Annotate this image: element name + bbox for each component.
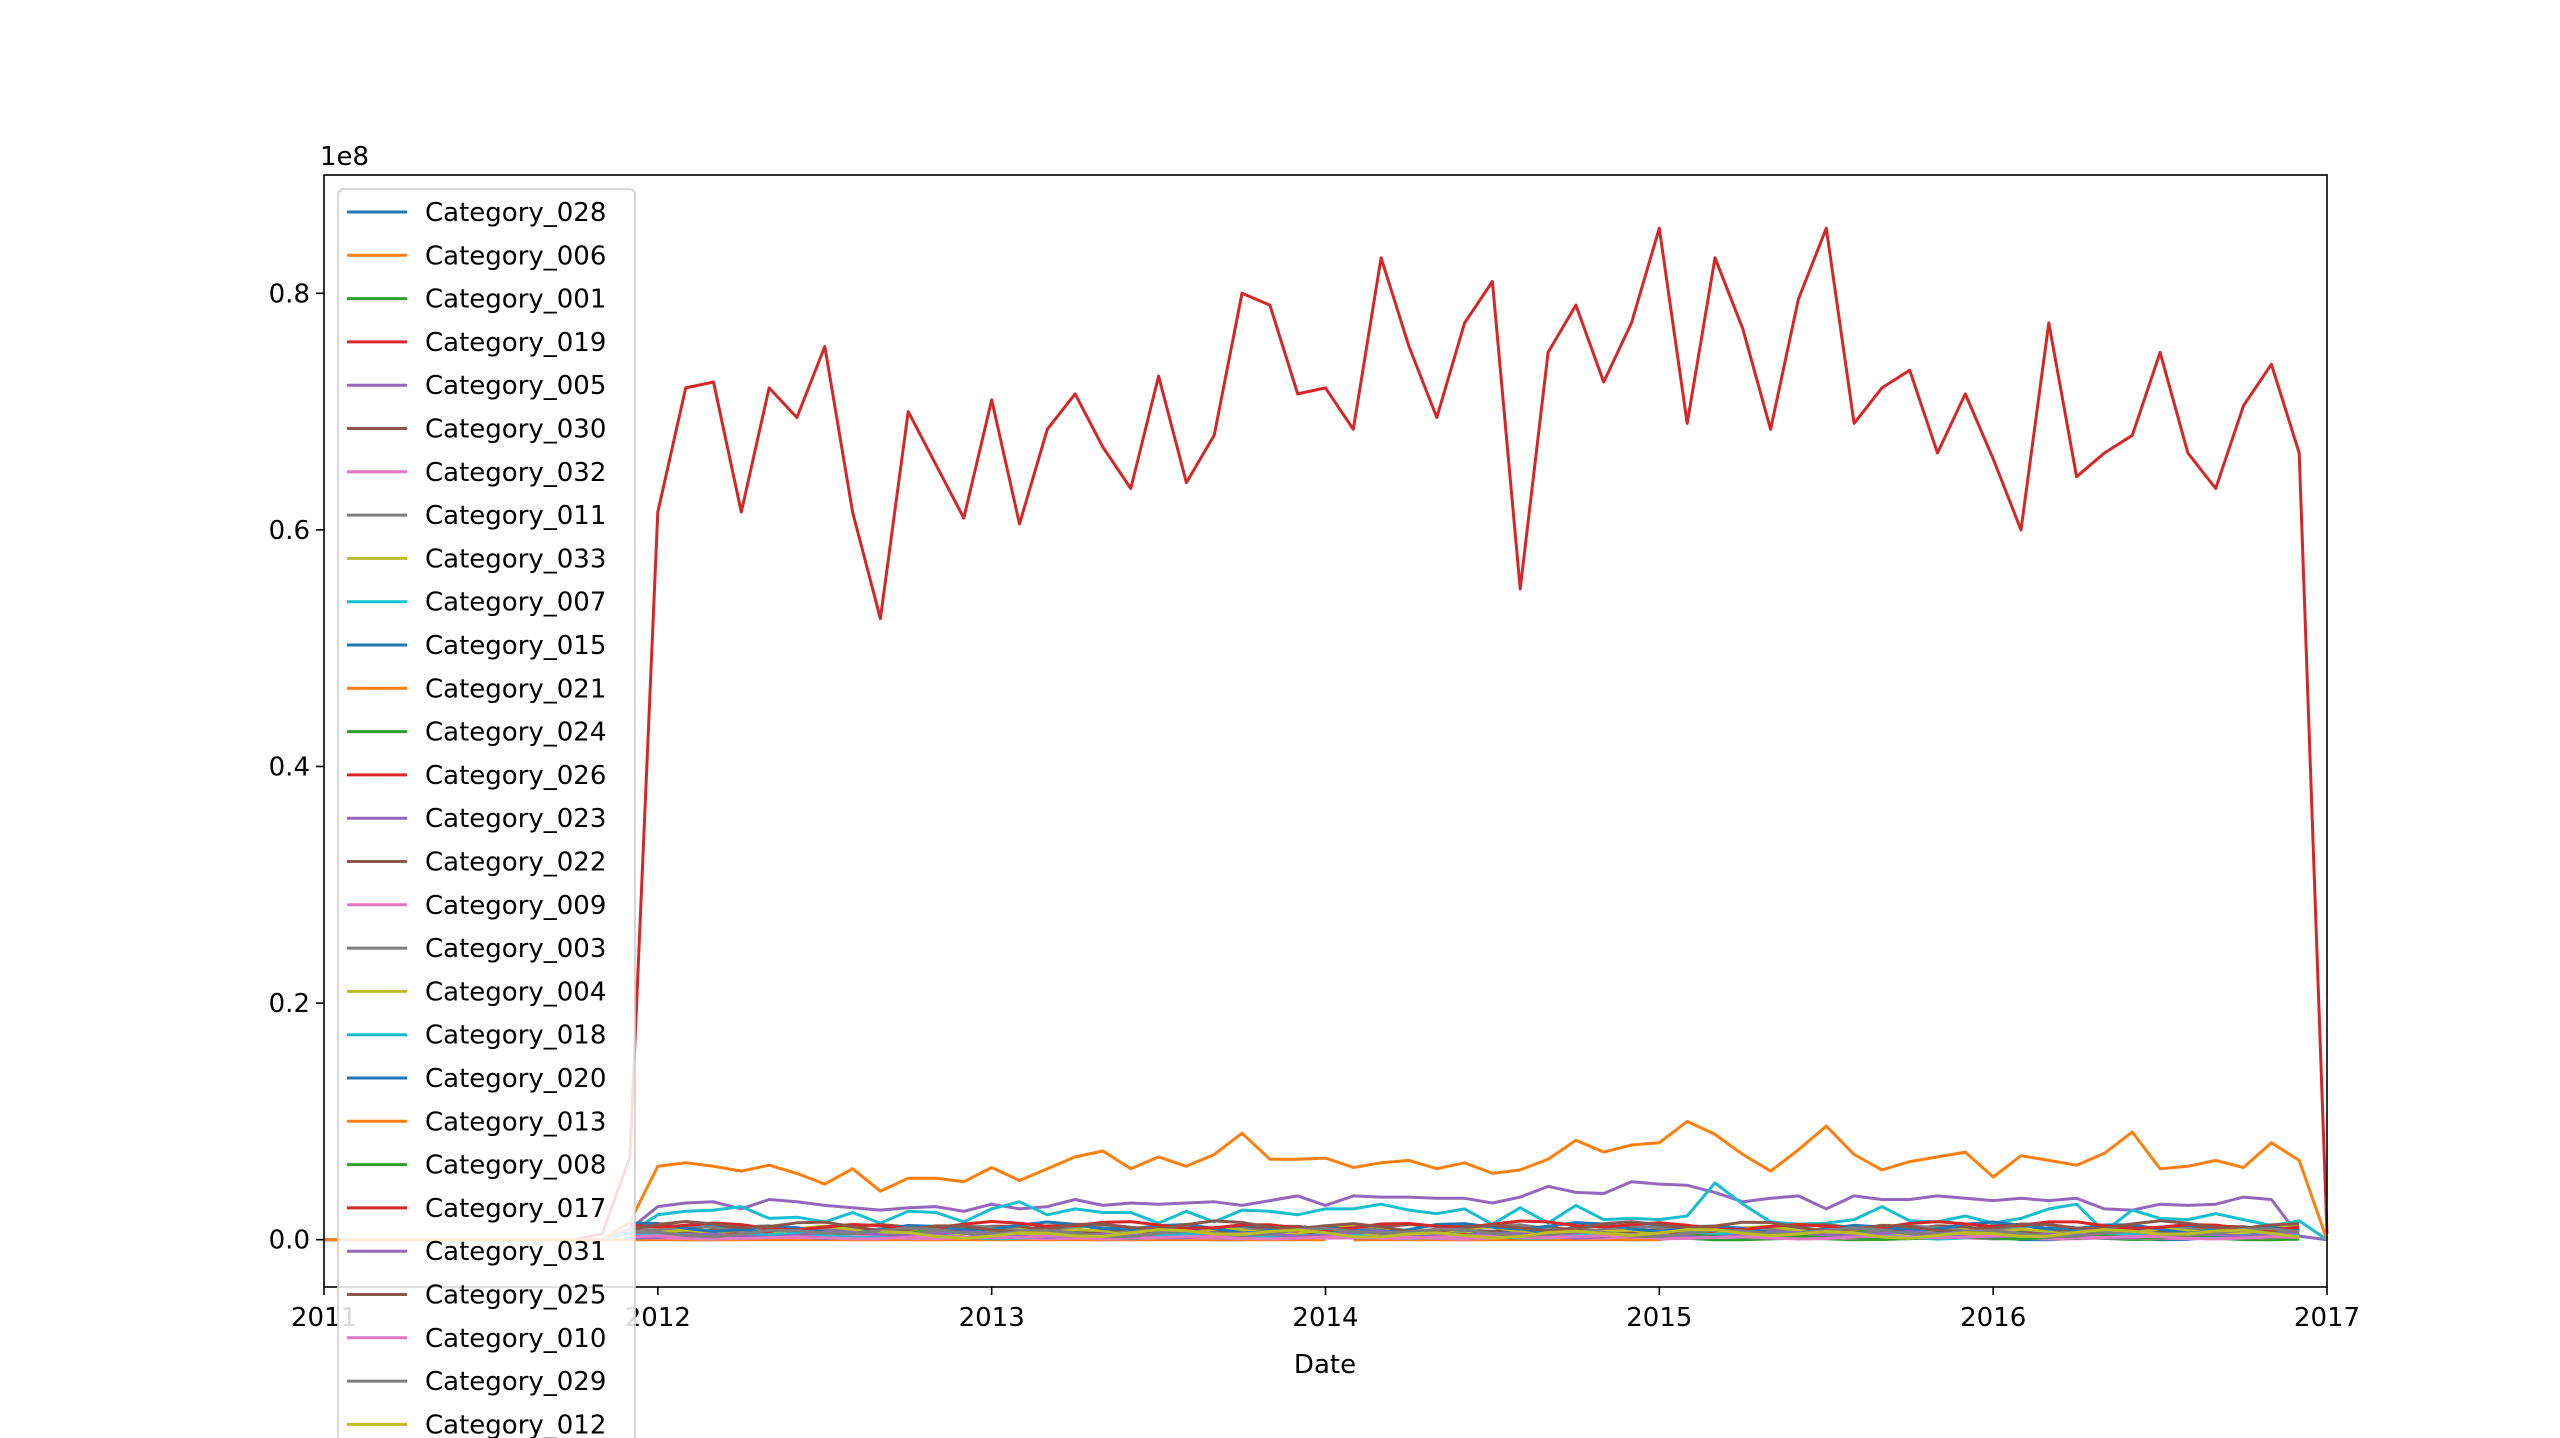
legend-label: Category_029 (425, 1367, 606, 1397)
legend-label: Category_004 (425, 977, 606, 1007)
legend-label: Category_033 (425, 544, 606, 574)
series-line-category-029 (629, 1226, 2300, 1239)
legend-label: Category_024 (425, 718, 606, 748)
legend-label: Category_032 (425, 458, 606, 488)
series-line-category-013 (324, 1119, 2329, 1242)
legend-label: Category_030 (425, 415, 606, 445)
legend-label: Category_019 (425, 328, 606, 358)
y-tick-label: 0.0 (269, 1226, 310, 1256)
legend-label: Category_015 (425, 631, 606, 661)
series-line-category-005 (324, 1180, 2328, 1242)
legend-label: Category_007 (425, 588, 606, 618)
legend-label: Category_001 (425, 285, 606, 315)
legend: Category_028 Category_006 Category_001 Cate… (337, 188, 636, 1438)
legend-label: Category_031 (425, 1237, 606, 1267)
legend-label: Category_008 (425, 1151, 606, 1181)
legend-label: Category_017 (425, 1194, 606, 1224)
y-offset-text: 1e8 (320, 142, 369, 172)
y-axis: 0.0 0.2 0.4 0.6 0.8 (269, 279, 324, 1256)
x-tick-label: 2014 (1292, 1303, 1358, 1333)
x-tick-label: 2015 (1626, 1303, 1692, 1333)
legend-label: Category_023 (425, 804, 606, 834)
legend-label: Category_003 (425, 934, 606, 964)
legend-label: Category_013 (425, 1107, 606, 1137)
legend-label: Category_012 (425, 1410, 606, 1438)
y-tick-label: 0.6 (269, 516, 310, 546)
y-tick-label: 0.2 (269, 989, 310, 1019)
legend-label: Category_018 (425, 1021, 606, 1051)
series-layer (324, 226, 2329, 1242)
legend-label: Category_010 (425, 1324, 606, 1354)
x-tick-label: 2016 (1960, 1303, 2026, 1333)
series-line-category-012 (880, 1228, 2300, 1240)
legend-label: Category_009 (425, 891, 606, 921)
legend-frame (337, 188, 636, 1438)
y-tick-label: 0.4 (269, 752, 310, 782)
series-line-category-019 (324, 226, 2329, 1242)
legend-label: Category_006 (425, 241, 606, 271)
legend-label: Category_005 (425, 371, 606, 401)
series-line-category-025 (629, 1219, 2300, 1234)
legend-label: Category_028 (425, 198, 606, 228)
y-tick-label: 0.8 (269, 279, 310, 309)
x-axis-title: Date (1294, 1350, 1356, 1380)
legend-label: Category_025 (425, 1281, 606, 1311)
legend-label: Category_022 (425, 848, 606, 878)
legend-label: Category_021 (425, 674, 606, 704)
legend-label: Category_020 (425, 1064, 606, 1094)
x-tick-label: 2013 (959, 1303, 1025, 1333)
legend-label: Category_026 (425, 761, 606, 791)
x-tick-label: 2017 (2294, 1303, 2360, 1333)
legend-label: Category_011 (425, 501, 606, 531)
